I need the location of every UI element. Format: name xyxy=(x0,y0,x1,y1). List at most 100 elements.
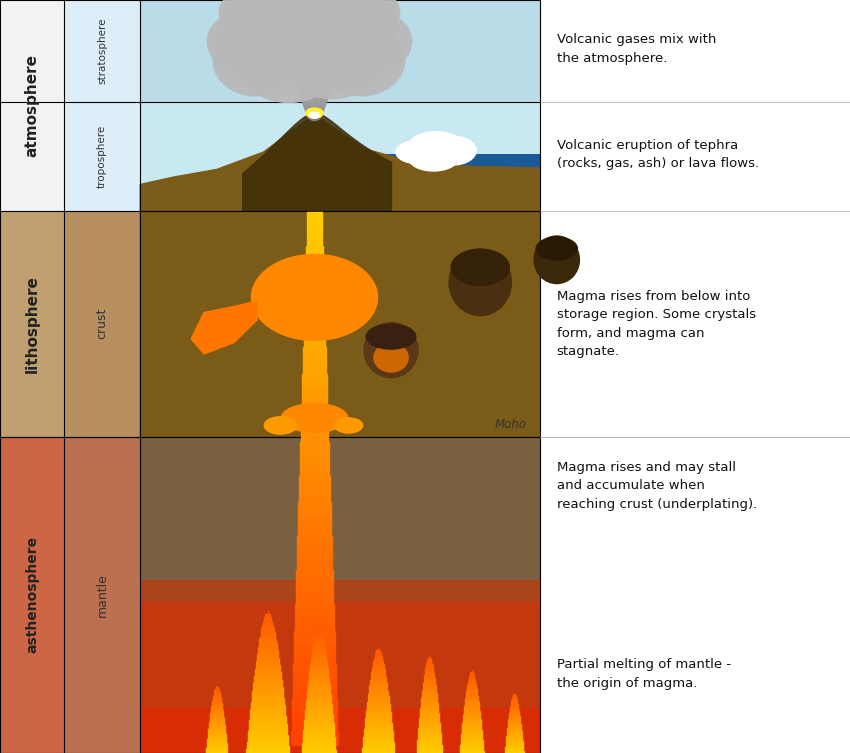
Polygon shape xyxy=(207,744,227,746)
Ellipse shape xyxy=(300,90,329,106)
Polygon shape xyxy=(509,712,519,713)
Polygon shape xyxy=(460,747,484,748)
Polygon shape xyxy=(316,632,321,635)
Polygon shape xyxy=(307,691,331,694)
Polygon shape xyxy=(305,710,332,714)
Polygon shape xyxy=(363,739,394,742)
Polygon shape xyxy=(419,725,439,728)
Ellipse shape xyxy=(322,0,400,38)
Polygon shape xyxy=(462,727,481,730)
Text: troposphere: troposphere xyxy=(97,125,107,187)
Polygon shape xyxy=(305,300,324,306)
Polygon shape xyxy=(207,736,226,737)
Polygon shape xyxy=(304,724,333,727)
Polygon shape xyxy=(207,741,226,742)
Polygon shape xyxy=(303,736,335,740)
Polygon shape xyxy=(306,260,323,267)
Polygon shape xyxy=(292,684,337,691)
Polygon shape xyxy=(507,731,522,733)
Ellipse shape xyxy=(534,235,580,285)
Polygon shape xyxy=(426,665,433,668)
Polygon shape xyxy=(506,747,523,748)
Polygon shape xyxy=(212,706,222,708)
Polygon shape xyxy=(294,645,335,651)
Polygon shape xyxy=(212,704,222,706)
Polygon shape xyxy=(422,695,437,698)
Polygon shape xyxy=(426,668,433,670)
Text: Volcanic gases mix with
the atmosphere.: Volcanic gases mix with the atmosphere. xyxy=(557,33,716,65)
Polygon shape xyxy=(304,306,325,313)
Polygon shape xyxy=(302,746,336,750)
Polygon shape xyxy=(370,680,387,683)
Polygon shape xyxy=(304,320,325,327)
Polygon shape xyxy=(264,617,271,621)
Polygon shape xyxy=(468,683,476,685)
Polygon shape xyxy=(303,347,326,354)
Polygon shape xyxy=(246,749,289,753)
Polygon shape xyxy=(208,734,225,736)
Polygon shape xyxy=(419,718,439,721)
Polygon shape xyxy=(315,635,322,638)
Polygon shape xyxy=(309,681,329,684)
Polygon shape xyxy=(306,267,323,273)
Ellipse shape xyxy=(275,22,354,38)
Polygon shape xyxy=(463,712,480,715)
Ellipse shape xyxy=(429,136,477,166)
Polygon shape xyxy=(463,715,480,717)
Polygon shape xyxy=(301,435,328,442)
Polygon shape xyxy=(364,736,393,739)
Ellipse shape xyxy=(317,24,405,96)
Ellipse shape xyxy=(366,323,416,349)
Polygon shape xyxy=(255,672,280,676)
Polygon shape xyxy=(292,691,337,698)
Bar xyxy=(64,0,140,102)
Polygon shape xyxy=(302,388,327,395)
Polygon shape xyxy=(248,727,287,731)
Polygon shape xyxy=(293,664,336,671)
Ellipse shape xyxy=(306,105,323,121)
Polygon shape xyxy=(304,327,325,334)
Polygon shape xyxy=(298,509,331,516)
Polygon shape xyxy=(308,219,321,226)
Polygon shape xyxy=(465,704,479,706)
Polygon shape xyxy=(207,748,227,749)
Polygon shape xyxy=(292,698,337,705)
Polygon shape xyxy=(422,693,437,695)
Polygon shape xyxy=(292,718,337,725)
Ellipse shape xyxy=(409,131,463,158)
Bar xyxy=(0,437,64,753)
Polygon shape xyxy=(314,638,323,642)
Ellipse shape xyxy=(276,26,353,42)
Polygon shape xyxy=(363,745,394,748)
Polygon shape xyxy=(294,638,335,645)
Polygon shape xyxy=(374,658,382,661)
Polygon shape xyxy=(299,469,330,476)
Ellipse shape xyxy=(287,56,342,72)
Polygon shape xyxy=(303,730,334,733)
Polygon shape xyxy=(262,628,274,632)
Polygon shape xyxy=(209,727,224,729)
Polygon shape xyxy=(306,704,332,707)
Polygon shape xyxy=(249,720,286,724)
Polygon shape xyxy=(460,751,484,753)
Polygon shape xyxy=(295,604,334,611)
Polygon shape xyxy=(507,727,521,728)
Bar xyxy=(140,211,540,437)
Polygon shape xyxy=(368,697,388,699)
Polygon shape xyxy=(506,745,523,747)
Polygon shape xyxy=(461,745,483,747)
Polygon shape xyxy=(208,730,225,732)
Polygon shape xyxy=(308,212,321,219)
Polygon shape xyxy=(509,713,519,715)
Polygon shape xyxy=(307,226,322,233)
Ellipse shape xyxy=(238,25,340,103)
Text: asthenosphere: asthenosphere xyxy=(25,536,39,654)
Polygon shape xyxy=(363,742,394,745)
Polygon shape xyxy=(303,367,326,374)
Ellipse shape xyxy=(341,11,412,72)
Polygon shape xyxy=(296,590,333,597)
Polygon shape xyxy=(247,742,288,745)
Polygon shape xyxy=(191,301,257,354)
Polygon shape xyxy=(461,742,483,745)
Polygon shape xyxy=(507,733,522,734)
